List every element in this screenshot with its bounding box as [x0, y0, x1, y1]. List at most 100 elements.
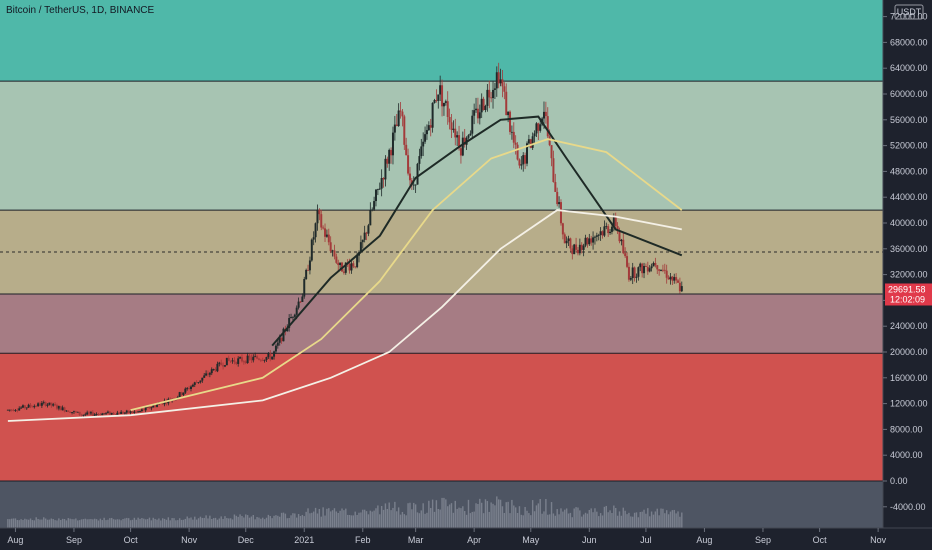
candle[interactable]: [212, 368, 215, 370]
candle[interactable]: [529, 139, 532, 148]
candle[interactable]: [252, 356, 255, 361]
candle[interactable]: [86, 412, 89, 415]
candle[interactable]: [652, 262, 655, 267]
candle[interactable]: [135, 411, 138, 413]
candle[interactable]: [242, 361, 245, 363]
candle[interactable]: [644, 265, 647, 267]
candle[interactable]: [46, 404, 49, 406]
candle[interactable]: [203, 375, 206, 378]
candle[interactable]: [499, 79, 502, 84]
candle[interactable]: [618, 231, 621, 242]
candle[interactable]: [467, 135, 470, 138]
candle[interactable]: [480, 98, 483, 113]
candle[interactable]: [439, 85, 442, 95]
candle[interactable]: [257, 358, 260, 360]
candle[interactable]: [331, 250, 334, 252]
candle[interactable]: [350, 263, 353, 271]
candle[interactable]: [201, 377, 204, 381]
candle[interactable]: [399, 110, 402, 112]
candle[interactable]: [42, 402, 45, 404]
candle[interactable]: [199, 380, 202, 383]
candle[interactable]: [418, 156, 421, 164]
candle[interactable]: [139, 410, 142, 412]
candle[interactable]: [631, 267, 634, 279]
candle[interactable]: [450, 122, 453, 130]
candle[interactable]: [478, 112, 481, 119]
candle[interactable]: [433, 100, 436, 103]
candle[interactable]: [125, 410, 128, 413]
candle[interactable]: [416, 163, 419, 185]
candle[interactable]: [463, 137, 466, 145]
candle[interactable]: [524, 155, 527, 164]
candle[interactable]: [301, 296, 304, 302]
candle[interactable]: [661, 269, 664, 271]
candle[interactable]: [278, 337, 281, 343]
candle[interactable]: [533, 133, 536, 137]
candle[interactable]: [316, 209, 319, 224]
candle[interactable]: [93, 414, 96, 416]
candle[interactable]: [605, 226, 608, 228]
candle[interactable]: [490, 97, 493, 99]
candle[interactable]: [303, 279, 306, 297]
candle[interactable]: [216, 363, 219, 372]
candle[interactable]: [635, 276, 638, 278]
candle[interactable]: [12, 409, 15, 411]
candle[interactable]: [671, 276, 674, 281]
candle[interactable]: [550, 145, 553, 159]
candle[interactable]: [556, 191, 559, 205]
candle[interactable]: [161, 403, 164, 405]
candle[interactable]: [335, 256, 338, 263]
candle[interactable]: [18, 408, 21, 411]
candle[interactable]: [37, 403, 40, 407]
candle[interactable]: [363, 232, 366, 240]
candle[interactable]: [191, 384, 194, 387]
candle[interactable]: [641, 263, 644, 274]
candle[interactable]: [675, 277, 678, 281]
candle[interactable]: [44, 402, 47, 406]
candle[interactable]: [307, 269, 310, 271]
candle[interactable]: [225, 357, 228, 366]
candle[interactable]: [348, 263, 351, 271]
candle[interactable]: [403, 116, 406, 145]
candle[interactable]: [297, 301, 300, 308]
candle[interactable]: [140, 409, 143, 411]
candle[interactable]: [593, 236, 596, 238]
candle[interactable]: [542, 111, 545, 119]
candle[interactable]: [239, 357, 242, 359]
candle[interactable]: [401, 111, 404, 117]
candle[interactable]: [612, 217, 615, 227]
candle[interactable]: [576, 249, 579, 254]
candle[interactable]: [391, 132, 394, 156]
candle[interactable]: [188, 388, 191, 389]
candle[interactable]: [89, 412, 92, 414]
candle[interactable]: [629, 278, 632, 280]
candle[interactable]: [359, 242, 362, 253]
candle[interactable]: [495, 72, 498, 89]
candle[interactable]: [537, 123, 540, 131]
candle[interactable]: [539, 124, 542, 131]
candle[interactable]: [669, 276, 672, 280]
candle[interactable]: [567, 238, 570, 241]
price-axis[interactable]: [883, 0, 932, 550]
candle[interactable]: [150, 407, 153, 409]
candle[interactable]: [29, 404, 32, 407]
candle[interactable]: [505, 91, 508, 116]
candle[interactable]: [99, 414, 102, 416]
candle[interactable]: [352, 263, 355, 267]
candle[interactable]: [35, 405, 38, 407]
candle[interactable]: [178, 392, 181, 398]
candle[interactable]: [497, 72, 500, 84]
candle[interactable]: [354, 266, 357, 268]
candle[interactable]: [112, 412, 115, 415]
candle[interactable]: [603, 226, 606, 236]
candle[interactable]: [305, 269, 308, 280]
candle[interactable]: [31, 406, 34, 408]
candle[interactable]: [633, 267, 636, 278]
candle[interactable]: [665, 270, 668, 278]
candle[interactable]: [588, 238, 591, 245]
candle[interactable]: [233, 360, 236, 363]
candle[interactable]: [193, 382, 196, 385]
candle[interactable]: [235, 362, 238, 364]
candle[interactable]: [48, 402, 51, 405]
